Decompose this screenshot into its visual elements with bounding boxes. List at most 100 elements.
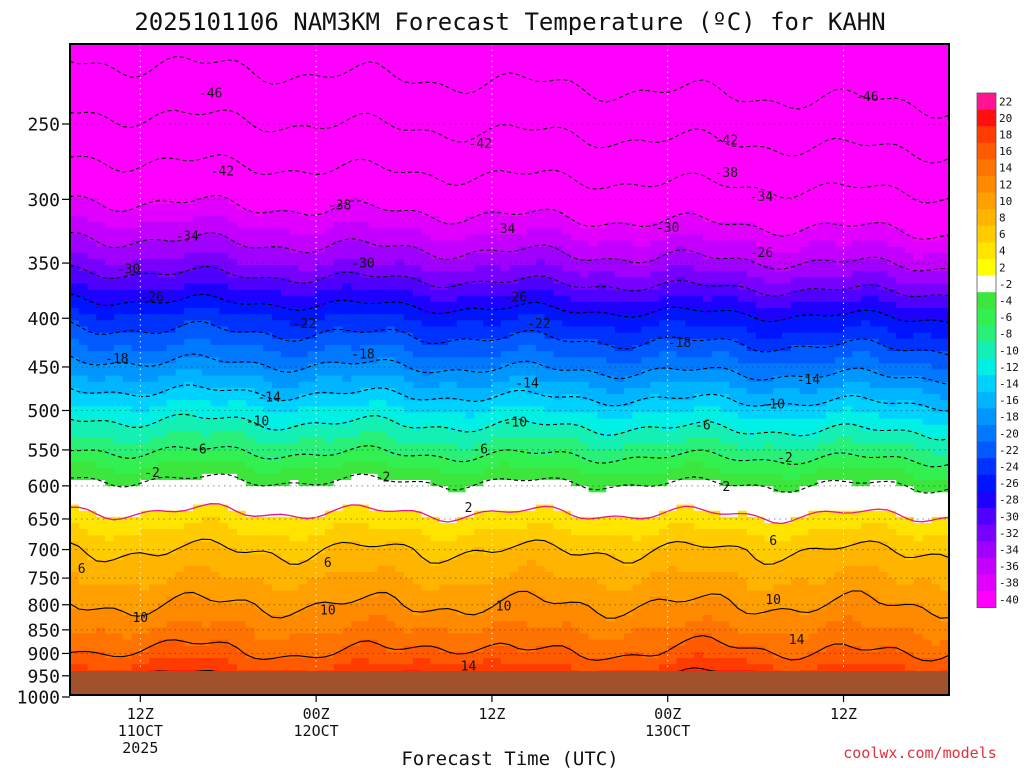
temperature-cell xyxy=(729,283,739,291)
temperature-cell xyxy=(360,179,370,186)
temperature-cell xyxy=(307,136,317,143)
temperature-cell xyxy=(685,271,695,278)
temperature-cell xyxy=(509,197,519,205)
temperature-cell xyxy=(896,289,906,297)
temperature-cell xyxy=(931,320,941,328)
temperature-cell xyxy=(184,191,194,199)
temperature-cell xyxy=(535,44,546,51)
temperature-cell xyxy=(500,283,511,291)
temperature-cell xyxy=(825,215,836,223)
temperature-cell xyxy=(896,99,906,107)
temperature-cell xyxy=(579,142,590,150)
temperature-cell xyxy=(263,191,273,199)
temperature-cell xyxy=(491,130,502,137)
temperature-cell xyxy=(623,62,634,70)
temperature-cell xyxy=(421,326,431,334)
temperature-cell xyxy=(588,277,598,285)
temperature-cell xyxy=(790,326,801,334)
temperature-cell xyxy=(210,130,221,137)
temperature-cell xyxy=(87,105,97,113)
temperature-cell xyxy=(175,117,185,125)
temperature-cell xyxy=(729,185,739,193)
temperature-cell xyxy=(456,117,467,125)
temperature-cell xyxy=(78,148,89,156)
temperature-cell xyxy=(474,179,484,186)
temperature-cell xyxy=(755,56,766,64)
temperature-cell xyxy=(149,44,159,51)
temperature-cell xyxy=(878,301,889,309)
temperature-cell xyxy=(237,314,247,321)
temperature-cell xyxy=(878,222,889,229)
temperature-cell xyxy=(658,87,669,94)
temperature-cell xyxy=(887,111,897,119)
temperature-cell xyxy=(456,173,467,180)
temperature-cell xyxy=(729,271,739,278)
temperature-cell xyxy=(834,160,845,168)
temperature-cell xyxy=(184,166,194,174)
temperature-cell xyxy=(316,283,326,291)
temperature-cell xyxy=(113,173,124,180)
temperature-cell xyxy=(184,148,194,156)
temperature-cell xyxy=(404,252,414,260)
temperature-cell xyxy=(447,56,458,64)
temperature-cell xyxy=(421,154,431,162)
temperature-cell xyxy=(421,215,431,223)
temperature-cell xyxy=(931,252,941,260)
temperature-cell xyxy=(500,222,511,229)
temperature-cell xyxy=(781,62,792,70)
temperature-cell xyxy=(412,301,423,309)
temperature-cell xyxy=(694,222,704,229)
temperature-cell xyxy=(641,154,651,162)
temperature-cell xyxy=(905,105,915,113)
temperature-cell xyxy=(852,87,862,94)
temperature-cell xyxy=(483,148,493,156)
temperature-cell xyxy=(342,142,352,150)
temperature-cell xyxy=(210,215,221,223)
temperature-cell xyxy=(421,228,431,235)
temperature-cell xyxy=(333,154,344,162)
temperature-cell xyxy=(799,87,809,94)
temperature-cell xyxy=(764,130,774,137)
temperature-cell xyxy=(729,332,739,340)
temperature-cell xyxy=(360,314,370,321)
temperature-cell xyxy=(694,117,704,125)
temperature-cell xyxy=(623,222,634,229)
temperature-cell xyxy=(535,265,546,272)
temperature-cell xyxy=(210,173,221,180)
temperature-cell xyxy=(790,44,801,51)
temperature-cell xyxy=(122,160,133,168)
temperature-cell xyxy=(667,80,678,88)
temperature-cell xyxy=(527,289,537,297)
temperature-cell xyxy=(316,80,326,88)
temperature-cell xyxy=(702,314,713,321)
temperature-cell xyxy=(263,136,273,143)
temperature-cell xyxy=(219,56,229,64)
temperature-cell xyxy=(817,222,827,229)
temperature-cell xyxy=(193,44,203,51)
temperature-cell xyxy=(333,283,344,291)
temperature-cell xyxy=(122,332,133,340)
temperature-cell xyxy=(852,240,862,248)
temperature-cell xyxy=(184,62,194,70)
temperature-cell xyxy=(597,111,607,119)
temperature-cell xyxy=(324,87,335,94)
temperature-cell xyxy=(755,332,766,340)
temperature-cell xyxy=(623,197,634,205)
temperature-cell xyxy=(527,160,537,168)
temperature-cell xyxy=(597,123,607,131)
temperature-cell xyxy=(518,80,528,88)
temperature-cell xyxy=(307,246,317,254)
temperature-cell xyxy=(272,289,282,297)
temperature-cell xyxy=(272,87,282,94)
temperature-cell xyxy=(931,197,941,205)
temperature-cell xyxy=(430,314,440,321)
temperature-cell xyxy=(333,246,344,254)
temperature-cell xyxy=(122,185,133,193)
temperature-cell xyxy=(817,44,827,51)
temperature-cell xyxy=(412,308,423,315)
temperature-cell xyxy=(140,301,150,309)
temperature-cell xyxy=(456,74,467,82)
temperature-cell xyxy=(219,93,229,100)
temperature-cell xyxy=(535,289,546,297)
temperature-cell xyxy=(509,123,519,131)
